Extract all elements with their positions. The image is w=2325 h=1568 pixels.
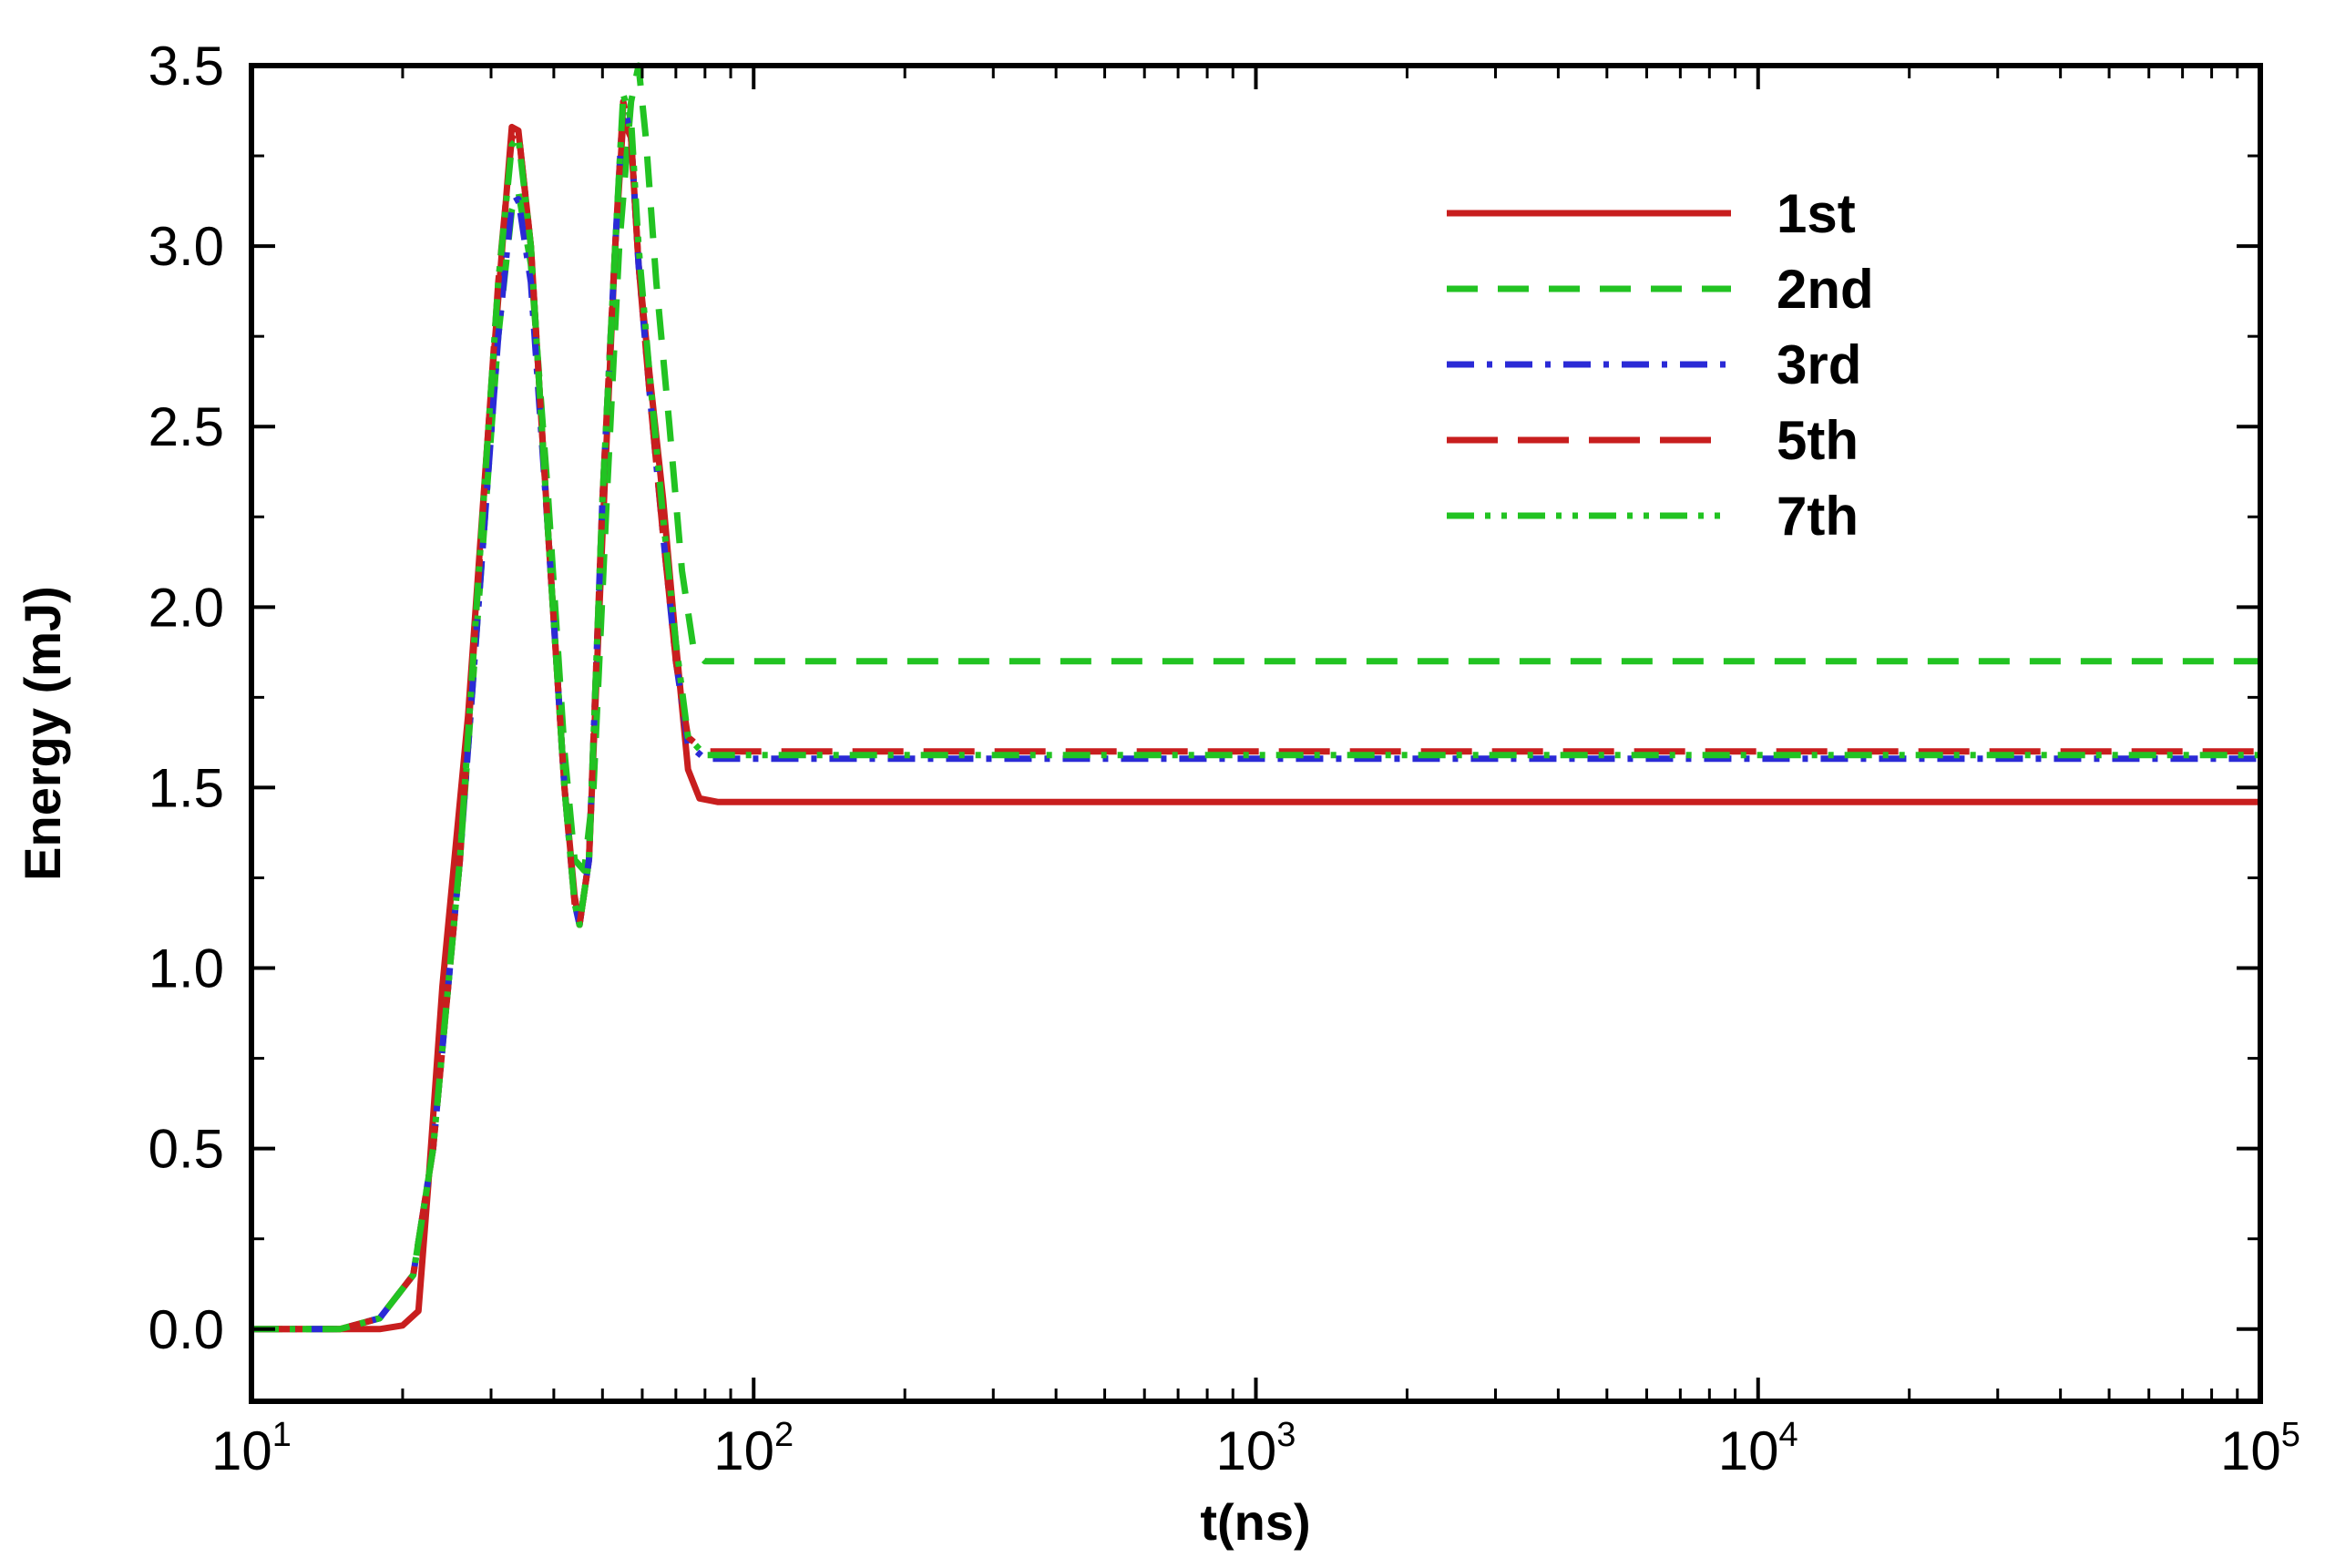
- y-tick-label: 2.5: [149, 396, 224, 457]
- x-tick-label: 104: [1718, 1416, 1798, 1481]
- axis-ticks: [250, 64, 2262, 1401]
- series-line-3rd: [251, 98, 2260, 1333]
- x-tick-label: 103: [1216, 1416, 1296, 1481]
- y-tick-label: 1.0: [149, 938, 224, 999]
- y-tick-labels: 0.0 0.5 1.0 1.5 2.0 2.5 3.0 3.5: [149, 36, 224, 1360]
- plot-frame: [249, 63, 2263, 1404]
- legend-label-3rd: 3rd: [1777, 334, 1861, 395]
- legend-label-2nd: 2nd: [1777, 259, 1874, 320]
- series-line-1st: [251, 116, 2260, 1333]
- series-lines: [251, 62, 2260, 1333]
- y-tick-label: 2.0: [149, 577, 224, 638]
- y-tick-label: 3.5: [149, 36, 224, 97]
- legend-label-1st: 1st: [1777, 183, 1856, 244]
- legend-label-5th: 5th: [1777, 410, 1859, 471]
- series-line-7th: [251, 91, 2260, 1333]
- y-tick-label: 3.0: [149, 216, 224, 277]
- legend: 1st 2nd 3rd 5th 7th: [1447, 183, 1874, 547]
- x-tick-label: 101: [211, 1416, 292, 1481]
- x-tick-label: 105: [2220, 1416, 2300, 1481]
- y-axis-title: Energy (mJ): [14, 586, 71, 881]
- y-tick-label: 0.0: [149, 1299, 224, 1360]
- y-tick-label: 0.5: [149, 1119, 224, 1180]
- series-line-2nd: [251, 62, 2260, 1333]
- x-tick-label: 102: [713, 1416, 794, 1481]
- legend-label-7th: 7th: [1777, 486, 1859, 547]
- x-axis-title: t(ns): [1200, 1493, 1310, 1551]
- x-tick-labels: 101 102 103 104 105: [211, 1416, 2300, 1481]
- y-tick-label: 1.5: [149, 757, 224, 818]
- series-line-5th: [251, 98, 2260, 1333]
